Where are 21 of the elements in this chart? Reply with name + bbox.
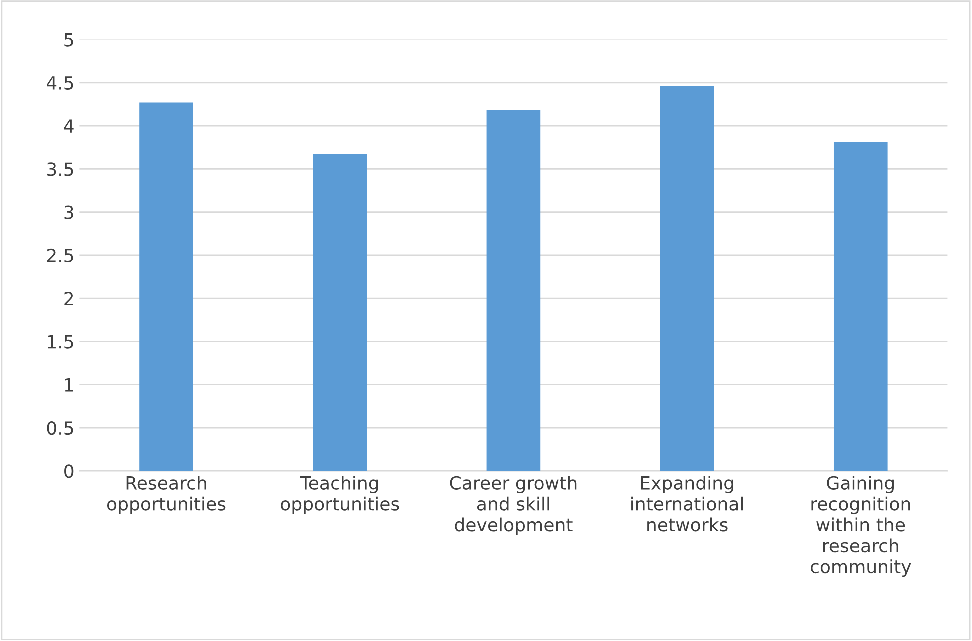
y-tick-label: 4 [64, 120, 74, 133]
y-tick-label: 0.5 [47, 421, 74, 436]
y-tick-label: 3 [64, 206, 74, 220]
y-tick-label: 2.5 [47, 248, 74, 263]
bar [140, 102, 194, 472]
x-tick-label: Research opportunities [107, 476, 226, 514]
x-tick-label: Gaining recognition within the research community [810, 476, 912, 578]
x-tick-label: Teaching opportunities [281, 476, 400, 514]
bar [834, 142, 888, 472]
x-tick-label: Career growth and skill development [450, 476, 577, 536]
y-tick-label: 1 [65, 378, 74, 392]
bar [486, 110, 541, 472]
y-tick-label: 2 [64, 292, 74, 306]
bar [313, 154, 368, 472]
y-tick-label: 3.5 [48, 162, 74, 176]
y-tick-label: 1.5 [48, 335, 74, 349]
bar [660, 86, 714, 472]
y-tick-label: 4.5 [47, 76, 74, 90]
y-tick-label: 5 [64, 33, 74, 47]
x-tick-label: Expanding international networks [632, 476, 744, 532]
y-tick-label: 0 [64, 464, 74, 478]
